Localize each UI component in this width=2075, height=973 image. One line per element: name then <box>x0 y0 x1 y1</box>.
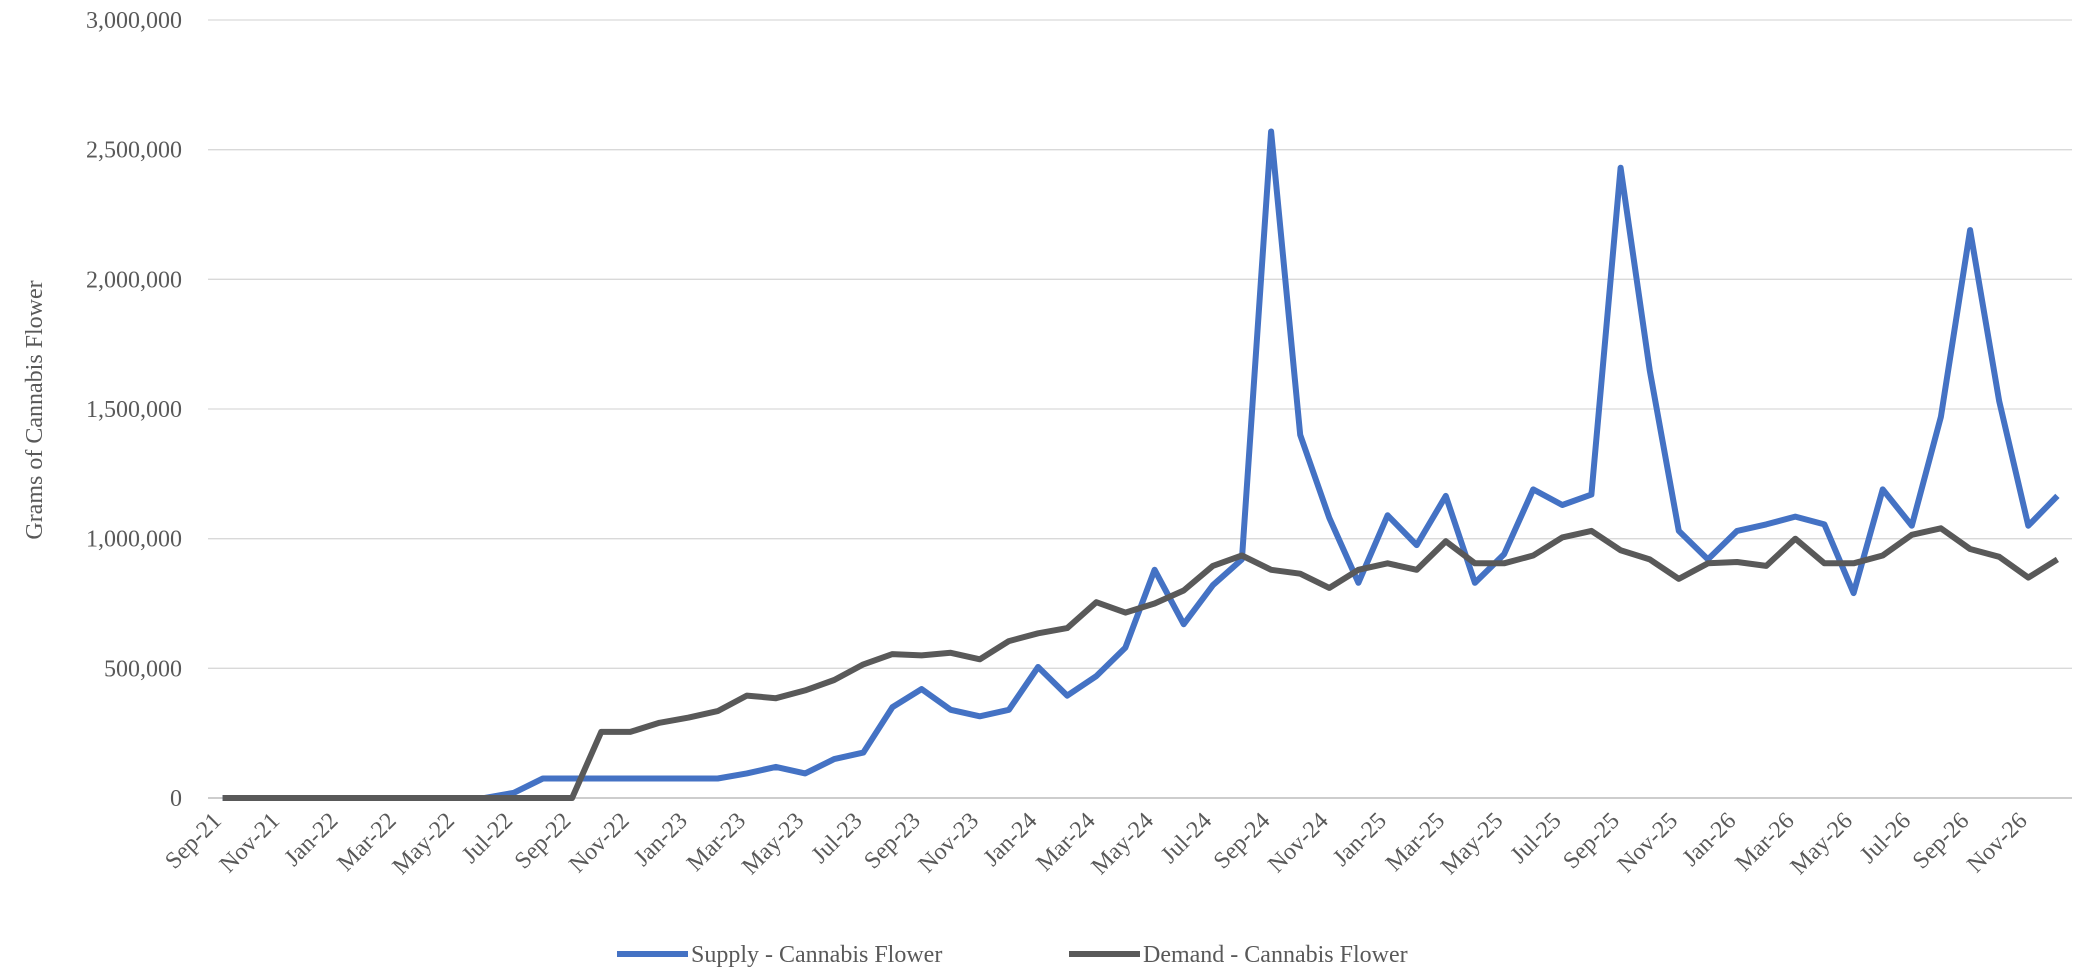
y-tick-label: 1,500,000 <box>86 397 182 423</box>
y-tick-label: 3,000,000 <box>86 8 182 34</box>
x-tick-label: Sep-21 <box>160 808 226 874</box>
y-tick-label: 0 <box>170 786 182 812</box>
x-tick-label: Jan-23 <box>629 808 693 872</box>
x-tick-label: Nov-26 <box>1962 808 2032 878</box>
x-tick-label: May-25 <box>1436 808 1508 880</box>
x-tick-label: Nov-24 <box>1263 808 1333 878</box>
x-tick-label: Jan-22 <box>280 808 344 872</box>
x-tick-label: Sep-23 <box>859 808 925 874</box>
x-tick-label: Jul-24 <box>1156 808 1217 869</box>
x-tick-label: Jan-24 <box>979 808 1043 872</box>
x-tick-label: Jul-26 <box>1855 808 1916 869</box>
x-tick-label: May-26 <box>1786 808 1858 880</box>
x-tick-label: Sep-22 <box>510 808 576 874</box>
y-tick-label: 2,500,000 <box>86 138 182 164</box>
y-axis-title: Grams of Cannabis Flower <box>22 280 48 539</box>
series-line <box>222 525 2059 801</box>
x-tick-label: Sep-25 <box>1558 808 1624 874</box>
x-tick-label: Jan-25 <box>1328 808 1392 872</box>
y-tick-label: 1,000,000 <box>86 527 182 553</box>
y-tick-label: 500,000 <box>104 656 182 682</box>
legend-label: Demand - Cannabis Flower <box>1143 942 1408 968</box>
legend-label: Supply - Cannabis Flower <box>691 942 942 968</box>
x-tick-label: Nov-23 <box>914 808 984 878</box>
x-tick-label: Nov-22 <box>564 808 634 878</box>
x-tick-label: May-24 <box>1087 808 1159 880</box>
y-tick-label: 2,000,000 <box>86 267 182 293</box>
x-tick-label: May-23 <box>737 808 809 880</box>
x-tick-label: May-22 <box>388 808 460 880</box>
x-tick-label: Nov-25 <box>1613 808 1683 878</box>
x-tick-label: Jul-23 <box>807 808 868 869</box>
x-tick-label: Sep-26 <box>1908 808 1974 874</box>
x-tick-label: Jul-25 <box>1506 808 1567 869</box>
x-tick-label: Nov-21 <box>215 808 285 878</box>
x-tick-label: Sep-24 <box>1209 808 1275 874</box>
series-line <box>222 128 2060 801</box>
x-tick-label: Jul-22 <box>457 808 518 869</box>
x-tick-label: Jan-26 <box>1678 808 1742 872</box>
